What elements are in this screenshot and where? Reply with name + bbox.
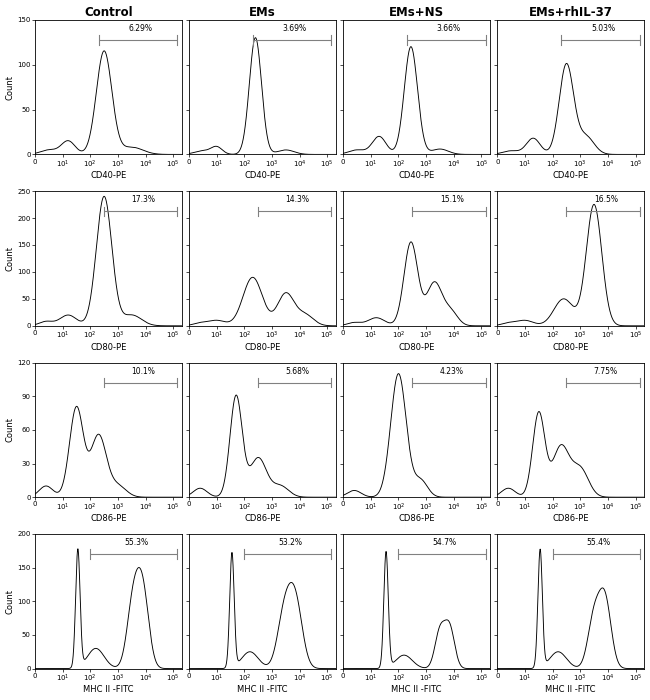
X-axis label: CD80-PE: CD80-PE <box>552 343 589 351</box>
X-axis label: CD80-PE: CD80-PE <box>398 343 435 351</box>
Y-axis label: Count: Count <box>6 417 15 442</box>
Text: 3.66%: 3.66% <box>437 24 461 33</box>
Text: 16.5%: 16.5% <box>594 195 618 204</box>
X-axis label: CD40-PE: CD40-PE <box>90 172 126 181</box>
Text: 10.1%: 10.1% <box>131 367 155 376</box>
X-axis label: CD40-PE: CD40-PE <box>244 172 280 181</box>
Title: EMs: EMs <box>249 6 276 19</box>
X-axis label: CD80-PE: CD80-PE <box>90 343 127 351</box>
X-axis label: CD40-PE: CD40-PE <box>398 172 435 181</box>
X-axis label: CD40-PE: CD40-PE <box>552 172 589 181</box>
Title: EMs+rhIL-37: EMs+rhIL-37 <box>528 6 612 19</box>
Title: Control: Control <box>84 6 133 19</box>
X-axis label: CD86-PE: CD86-PE <box>90 514 127 523</box>
X-axis label: CD86-PE: CD86-PE <box>244 514 281 523</box>
X-axis label: CD86-PE: CD86-PE <box>398 514 435 523</box>
X-axis label: CD86-PE: CD86-PE <box>552 514 589 523</box>
Y-axis label: Count: Count <box>6 589 14 614</box>
Text: 55.4%: 55.4% <box>587 538 611 547</box>
Text: 17.3%: 17.3% <box>131 195 155 204</box>
X-axis label: MHC II -FITC: MHC II -FITC <box>391 685 442 694</box>
Text: 15.1%: 15.1% <box>440 195 463 204</box>
Text: 55.3%: 55.3% <box>125 538 149 547</box>
Text: 5.03%: 5.03% <box>591 24 615 33</box>
X-axis label: MHC II -FITC: MHC II -FITC <box>237 685 287 694</box>
Text: 3.69%: 3.69% <box>283 24 307 33</box>
Text: 4.23%: 4.23% <box>439 367 463 376</box>
X-axis label: MHC II -FITC: MHC II -FITC <box>83 685 133 694</box>
X-axis label: MHC II -FITC: MHC II -FITC <box>545 685 596 694</box>
Y-axis label: Count: Count <box>6 75 14 99</box>
Text: 14.3%: 14.3% <box>285 195 309 204</box>
Text: 7.75%: 7.75% <box>593 367 618 376</box>
Text: 5.68%: 5.68% <box>285 367 309 376</box>
Title: EMs+NS: EMs+NS <box>389 6 444 19</box>
Y-axis label: Count: Count <box>6 246 14 271</box>
Text: 53.2%: 53.2% <box>279 538 303 547</box>
Text: 6.29%: 6.29% <box>129 24 153 33</box>
X-axis label: CD80-PE: CD80-PE <box>244 343 281 351</box>
Text: 54.7%: 54.7% <box>433 538 457 547</box>
